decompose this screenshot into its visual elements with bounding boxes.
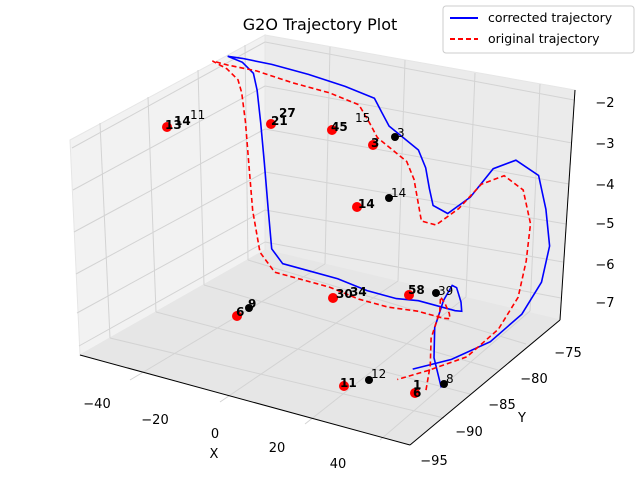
point-label: 39 <box>438 284 453 298</box>
point-label: 3 <box>397 126 405 140</box>
y-tick-label: −85 <box>488 398 515 413</box>
point-label: 30 <box>336 287 353 301</box>
x-tick-labels: −40 −20 0 20 40 <box>83 397 346 472</box>
point-markers <box>162 119 448 398</box>
marker-black <box>365 376 373 384</box>
point-label: 1 <box>413 378 421 392</box>
point-label: 27 <box>279 106 296 120</box>
marker-red <box>404 290 414 300</box>
axis-lines <box>79 89 576 446</box>
z-tick-label: −7 <box>595 296 614 311</box>
point-label: 3 <box>371 136 379 150</box>
point-labels: 8 12 11 1 6 39 58 34 30 9 6 14 14 3 3 15… <box>165 106 454 400</box>
x-tick-label: 0 <box>211 427 219 442</box>
x-tick-label: −20 <box>141 413 168 428</box>
marker-black <box>245 304 253 312</box>
y-tick-label: −80 <box>520 372 547 387</box>
series-layer <box>212 55 551 391</box>
marker-red <box>368 140 378 150</box>
z-tick-label: −2 <box>595 96 614 111</box>
marker-red <box>328 293 338 303</box>
point-label: 8 <box>446 372 454 386</box>
z-tick-labels: −7 −6 −5 −4 −3 −2 <box>595 96 614 311</box>
marker-red <box>162 122 172 132</box>
point-label: 6 <box>413 386 421 400</box>
marker-black <box>385 194 393 202</box>
point-label: 13 <box>165 118 182 132</box>
x-tick-label: −40 <box>83 397 110 412</box>
marker-black <box>391 133 399 141</box>
marker-red <box>410 388 420 398</box>
legend-box <box>442 5 635 54</box>
marker-red <box>232 311 242 321</box>
marker-red <box>339 381 349 391</box>
marker-black <box>440 380 448 388</box>
legend: corrected trajectory original trajectory <box>442 5 635 54</box>
point-label: 34 <box>350 285 367 299</box>
marker-red <box>352 202 362 212</box>
y-axis-label: Y <box>517 411 526 426</box>
z-tick-label: −5 <box>595 217 614 232</box>
point-label: 11 <box>190 108 205 122</box>
grid-lines <box>71 41 575 441</box>
point-label: 14 <box>391 186 406 200</box>
x-axis-label: X <box>210 447 219 462</box>
z-tick-label: −4 <box>595 178 614 193</box>
series-corrected-line <box>227 55 551 388</box>
chart-title: G2O Trajectory Plot <box>243 15 398 34</box>
legend-label-original: original trajectory <box>488 31 600 46</box>
point-label: 14 <box>358 197 375 211</box>
legend-label-corrected: corrected trajectory <box>488 10 613 25</box>
point-label: 15 <box>355 111 370 125</box>
x-tick-label: 40 <box>330 457 347 472</box>
point-label: 14 <box>174 114 191 128</box>
y-tick-label: −75 <box>554 346 581 361</box>
point-label: 12 <box>371 367 386 381</box>
point-label: 11 <box>340 376 357 390</box>
point-label: 58 <box>408 283 425 297</box>
point-label: 6 <box>236 305 244 319</box>
marker-red <box>327 125 337 135</box>
series-original-line <box>212 60 532 391</box>
y-tick-label: −95 <box>420 454 447 469</box>
y-tick-label: −90 <box>455 425 482 440</box>
x-tick-label: 20 <box>269 441 286 456</box>
point-label: 21 <box>271 114 288 128</box>
y-tick-labels: −95 −90 −85 −80 −75 <box>420 346 581 469</box>
axes-panes <box>69 34 576 446</box>
z-tick-label: −6 <box>595 258 614 273</box>
point-label: 9 <box>248 297 256 311</box>
marker-black <box>432 289 440 297</box>
z-tick-label: −3 <box>595 137 614 152</box>
point-label: 45 <box>331 120 348 134</box>
marker-red <box>266 119 276 129</box>
